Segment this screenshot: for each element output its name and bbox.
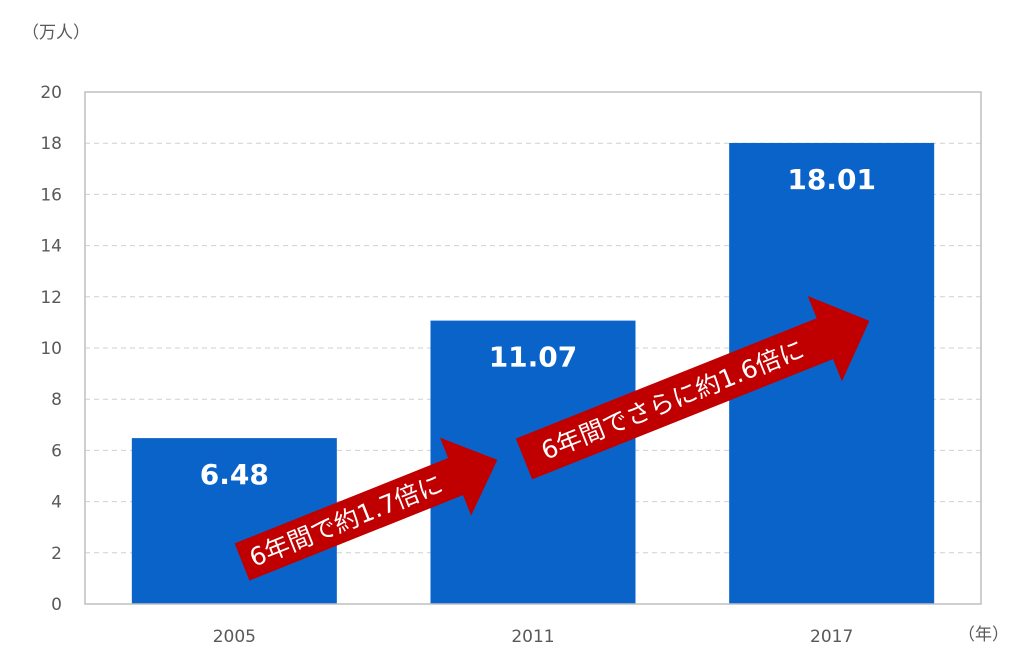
y-tick-label: 0 — [51, 595, 62, 615]
x-tick-label: 2005 — [213, 627, 256, 647]
x-unit-label: （年） — [958, 625, 1009, 645]
x-tick-label: 2011 — [511, 627, 554, 647]
y-tick-label: 8 — [51, 390, 62, 410]
y-unit-label: （万人） — [22, 23, 90, 43]
data-labels: 6.48 11.07 18.01 — [200, 163, 876, 491]
annotation-arrow-shape — [234, 437, 498, 581]
y-tick-label: 2 — [51, 544, 62, 564]
data-label: 11.07 — [489, 341, 578, 374]
plot-frame — [84, 91, 982, 605]
x-tick-label: 2017 — [810, 627, 853, 647]
y-tick-label: 20 — [40, 83, 62, 103]
y-tick-label: 18 — [40, 134, 62, 154]
data-label: 6.48 — [200, 458, 269, 491]
annotation-arrow-shape — [515, 295, 870, 480]
data-label: 18.01 — [787, 163, 876, 196]
y-axis-ticks: 0 2 4 6 8 10 12 14 16 18 20 — [40, 83, 62, 615]
y-tick-label: 16 — [40, 185, 62, 205]
y-tick-label: 14 — [40, 237, 62, 257]
x-axis-ticks: 2005 2011 2017 — [213, 627, 854, 647]
y-tick-label: 4 — [51, 493, 62, 513]
y-tick-label: 12 — [40, 288, 62, 308]
y-tick-label: 6 — [51, 441, 62, 461]
y-tick-label: 10 — [40, 339, 62, 359]
